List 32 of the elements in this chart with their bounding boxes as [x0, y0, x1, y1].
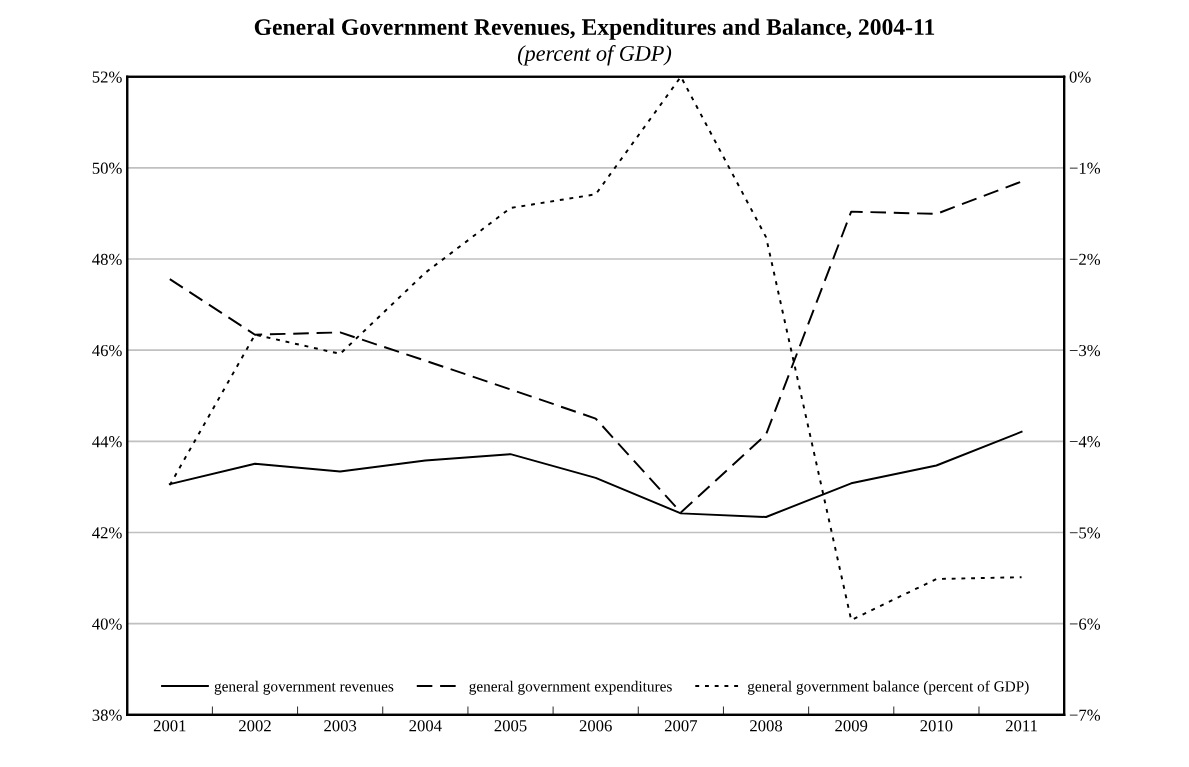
x-tick-label: 2004: [409, 720, 442, 732]
legend-label: general government revenues: [214, 680, 394, 695]
y2-tick-label: −5%: [1069, 527, 1101, 539]
y-tick-label: 50%: [92, 162, 122, 174]
x-tick-label: 2001: [153, 720, 186, 732]
y2-tick-label: −4%: [1069, 436, 1101, 448]
y2-tick-label: −6%: [1069, 618, 1101, 630]
chart-subtitle: (percent of GDP): [517, 45, 672, 66]
x-tick-label: 2002: [239, 720, 271, 732]
y2-tick-label: −1%: [1069, 162, 1101, 174]
y-tick-label: 46%: [92, 344, 122, 357]
x-tick-label: 2010: [920, 720, 953, 732]
y2-tick-label: −3%: [1069, 344, 1101, 357]
y-tick-label: 38%: [92, 709, 122, 721]
x-tick-label: 2005: [494, 720, 527, 732]
x-tick-label: 2003: [324, 720, 357, 732]
x-tick-label: 2009: [835, 720, 868, 732]
x-tick-label: 2007: [664, 720, 698, 732]
y2-tick-label: −7%: [1069, 709, 1101, 721]
x-tick-label: 2011: [1005, 720, 1037, 732]
y2-tick-label: 0%: [1069, 71, 1091, 83]
y-tick-label: 42%: [92, 527, 122, 539]
y-tick-label: 52%: [92, 71, 122, 83]
x-tick-label: 2008: [750, 720, 783, 732]
legend-label: general government expenditures: [469, 680, 672, 695]
y-tick-label: 48%: [92, 253, 122, 266]
y2-tick-label: −2%: [1069, 253, 1101, 266]
legend-label: general government balance (percent of GDP): [747, 680, 1029, 695]
y-tick-label: 40%: [92, 618, 122, 630]
chart-title: General Government Revenues, Expenditures and Balance, 2004-11: [254, 18, 935, 40]
y-tick-label: 44%: [92, 436, 122, 448]
x-tick-label: 2006: [579, 720, 612, 732]
